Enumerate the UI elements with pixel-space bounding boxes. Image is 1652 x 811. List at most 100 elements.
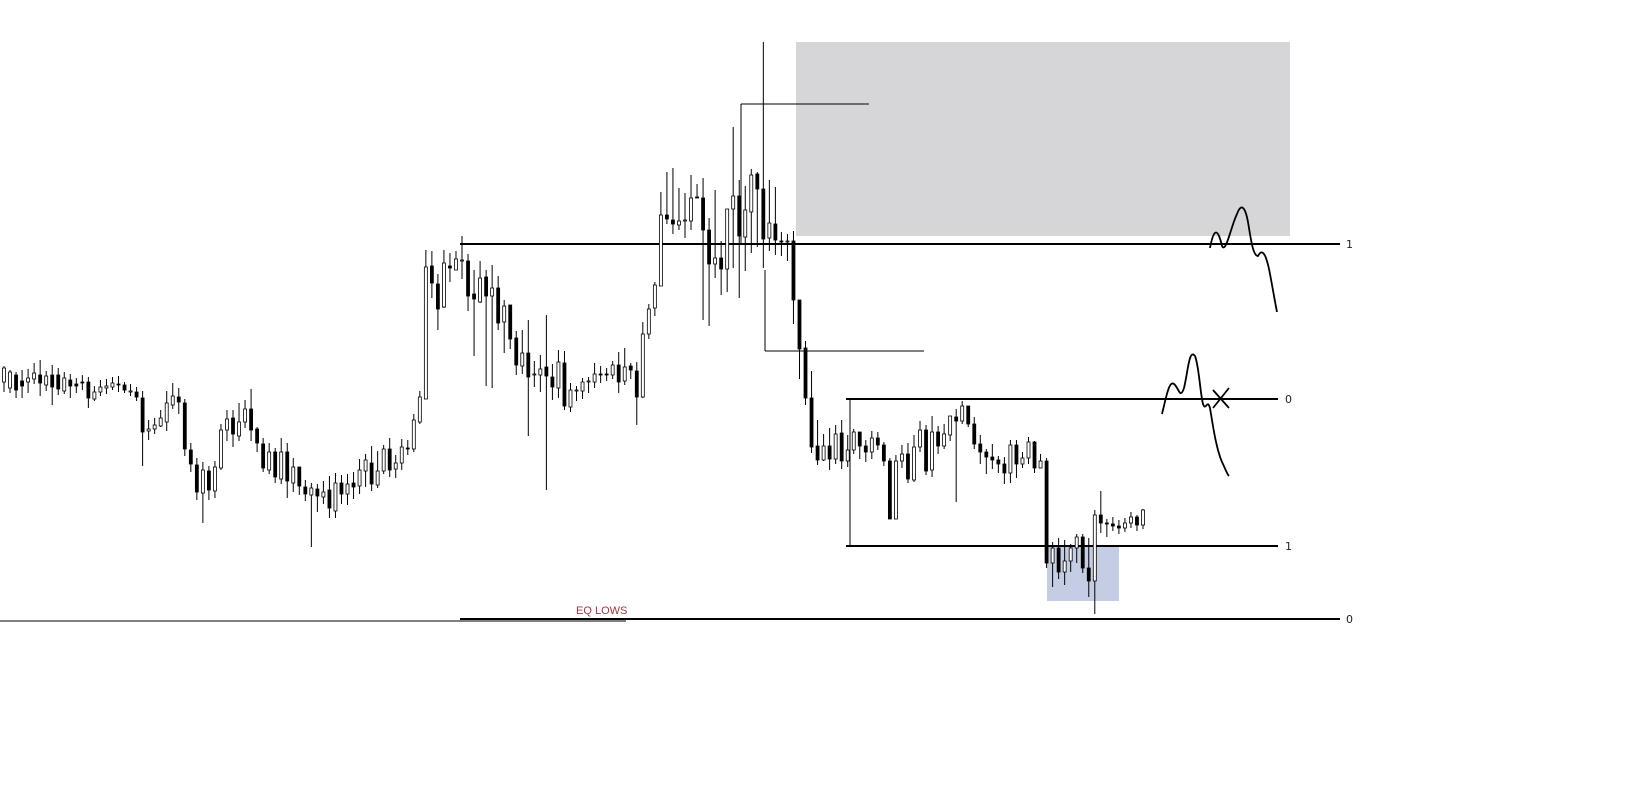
candle-up (900, 453, 904, 462)
level-label: 0 (1346, 613, 1353, 626)
candle-up (219, 429, 223, 469)
candle-down (1032, 441, 1037, 469)
candle-down (1116, 525, 1121, 529)
candle-down (56, 374, 61, 390)
candle-up (417, 396, 422, 423)
candle-up (556, 361, 561, 389)
candle-up (478, 277, 482, 303)
candle-down (803, 347, 808, 399)
supply-zone (796, 42, 1290, 236)
projection-path-lower (1161, 353, 1230, 477)
candle-up (411, 419, 416, 450)
candle-down (839, 432, 844, 462)
candle-up (1020, 457, 1025, 465)
candle-down (1104, 522, 1109, 525)
candle-up (677, 220, 681, 226)
candle-down (303, 486, 308, 495)
candle-down (966, 405, 971, 425)
candle-down (68, 379, 73, 387)
candle-up (291, 466, 296, 484)
candle-down (273, 451, 278, 478)
candle-up (1074, 536, 1079, 549)
candle-up (321, 491, 326, 498)
candle-up (1038, 460, 1043, 469)
candle-up (833, 433, 838, 460)
candle-down (116, 383, 121, 386)
candle-up (520, 352, 525, 367)
candle-up (363, 459, 368, 472)
candle-down (972, 423, 977, 445)
candle-down (755, 173, 760, 190)
candle-down (80, 381, 85, 384)
candle-down (526, 352, 531, 378)
candle-up (375, 470, 380, 486)
candle-up (32, 372, 37, 380)
candle-up (267, 451, 272, 471)
candle-down (285, 451, 290, 482)
candle-up (948, 415, 953, 436)
candle-up (942, 433, 947, 447)
candle-down (1135, 516, 1139, 526)
candle-up (393, 462, 398, 470)
candle-down (231, 417, 235, 435)
candle-down (996, 459, 1001, 465)
candle-up (490, 287, 495, 297)
candle-down (1056, 547, 1061, 573)
candle-up (869, 437, 874, 453)
candle-down (134, 391, 139, 398)
candle-up (1026, 441, 1031, 459)
level-label: 0 (1285, 393, 1292, 406)
candle-up (357, 469, 362, 487)
candle-down (616, 364, 621, 383)
candle-down (954, 416, 959, 422)
candle-up (110, 382, 115, 388)
candle-down (1110, 523, 1115, 527)
candle-down (604, 373, 609, 376)
candle-down (598, 373, 603, 376)
candle-up (8, 371, 12, 389)
candle-up (731, 195, 736, 210)
candle-up (1068, 547, 1073, 562)
candle-up (62, 377, 67, 392)
candle-up (454, 258, 458, 271)
candle-down (1086, 567, 1091, 582)
candle-up (538, 368, 543, 376)
candle-up (683, 219, 687, 222)
candle-up (1123, 522, 1127, 529)
candle-up (749, 174, 754, 213)
candle-down (990, 456, 995, 461)
candle-up (689, 197, 693, 222)
candle-down (562, 362, 567, 407)
candle-down (484, 276, 489, 297)
candle-up (592, 373, 597, 383)
candle-up (532, 373, 537, 376)
candle-down (315, 488, 320, 497)
candle-up (622, 366, 627, 382)
candle-up (574, 389, 579, 392)
candle-down (719, 257, 724, 270)
candle-up (279, 451, 284, 480)
candle-down (984, 451, 989, 458)
candle-down (761, 188, 766, 240)
candle-down (472, 293, 476, 300)
candle-up (237, 421, 241, 437)
candle-down (514, 337, 519, 366)
candle-up (646, 308, 651, 335)
candle-down (634, 370, 639, 398)
candle-up (1050, 547, 1055, 564)
candle-up (713, 257, 718, 265)
candle-down (369, 462, 374, 485)
candle-up (225, 418, 229, 431)
candle-down (140, 397, 145, 433)
candle-up (1129, 516, 1133, 524)
candle-down (737, 195, 742, 237)
candle-down (188, 449, 193, 465)
candle-up (104, 385, 109, 389)
candle-up (610, 364, 615, 376)
candle-up (502, 305, 507, 323)
candle-up (658, 214, 663, 287)
candle-down (1098, 514, 1103, 524)
candle-up (333, 482, 338, 512)
candle-down (1014, 444, 1019, 465)
candle-down (815, 445, 820, 461)
